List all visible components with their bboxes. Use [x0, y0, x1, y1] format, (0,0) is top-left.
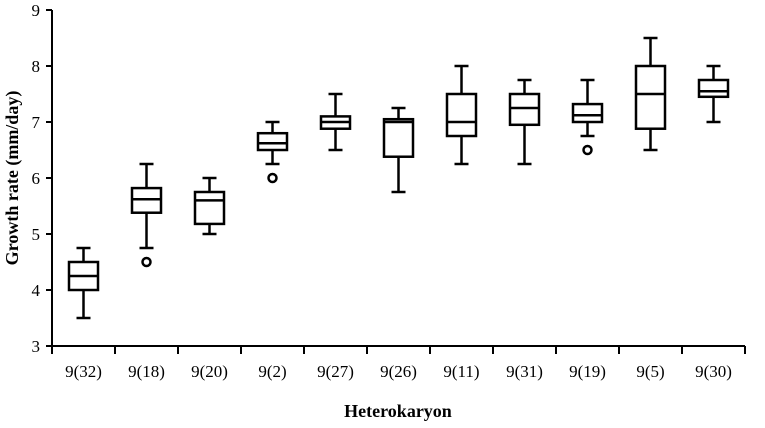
- x-tick-label: 9(32): [65, 362, 102, 381]
- box-9(26): [382, 106, 415, 194]
- y-axis-title: Growth rate (mm/day): [2, 91, 23, 266]
- box-9(19): [571, 78, 604, 156]
- box-iqr: [634, 64, 667, 130]
- y-tick-label: 7: [32, 113, 41, 132]
- box-9(5): [634, 36, 667, 152]
- box-9(31): [508, 78, 541, 166]
- y-tick-label: 9: [32, 1, 41, 20]
- x-tick-label: 9(18): [128, 362, 165, 381]
- box-iqr: [256, 131, 289, 152]
- box-9(20): [193, 176, 226, 236]
- x-tick-label: 9(27): [317, 362, 354, 381]
- box-9(2): [256, 120, 289, 184]
- x-axis-title: Heterokaryon: [344, 401, 452, 421]
- box-iqr: [193, 190, 226, 226]
- x-tick-label: 9(20): [191, 362, 228, 381]
- x-tick-label: 9(19): [569, 362, 606, 381]
- outlier-point: [582, 144, 593, 156]
- box-iqr: [508, 92, 541, 127]
- x-tick-label: 9(31): [506, 362, 543, 381]
- y-ticks: 3 4 5 6 7 8 9: [32, 1, 52, 356]
- outlier-point: [267, 172, 278, 184]
- box-iqr: [697, 78, 730, 99]
- box-9(18): [130, 162, 163, 268]
- box-iqr: [571, 102, 604, 124]
- box-9(30): [697, 64, 730, 124]
- box-9(11): [445, 64, 478, 166]
- x-tick-label: 9(30): [695, 362, 732, 381]
- y-tick-label: 3: [32, 337, 41, 356]
- x-tick-label: 9(2): [258, 362, 286, 381]
- x-tick-label: 9(11): [443, 362, 479, 381]
- y-tick-label: 8: [32, 57, 41, 76]
- y-tick-label: 6: [32, 169, 41, 188]
- x-tick-label: 9(5): [636, 362, 664, 381]
- outlier-point: [141, 256, 152, 268]
- box-iqr: [382, 117, 415, 158]
- box-iqr: [445, 92, 478, 138]
- y-tick-label: 4: [32, 281, 41, 300]
- box-9(27): [319, 92, 352, 152]
- y-tick-label: 5: [32, 225, 41, 244]
- x-ticks: 9(32) 9(18) 9(20) 9(2) 9(27) 9(26) 9(11) 9(31) 9…: [51, 346, 746, 381]
- x-tick-label: 9(26): [380, 362, 417, 381]
- boxes: [67, 36, 730, 320]
- box-9(32): [67, 246, 100, 320]
